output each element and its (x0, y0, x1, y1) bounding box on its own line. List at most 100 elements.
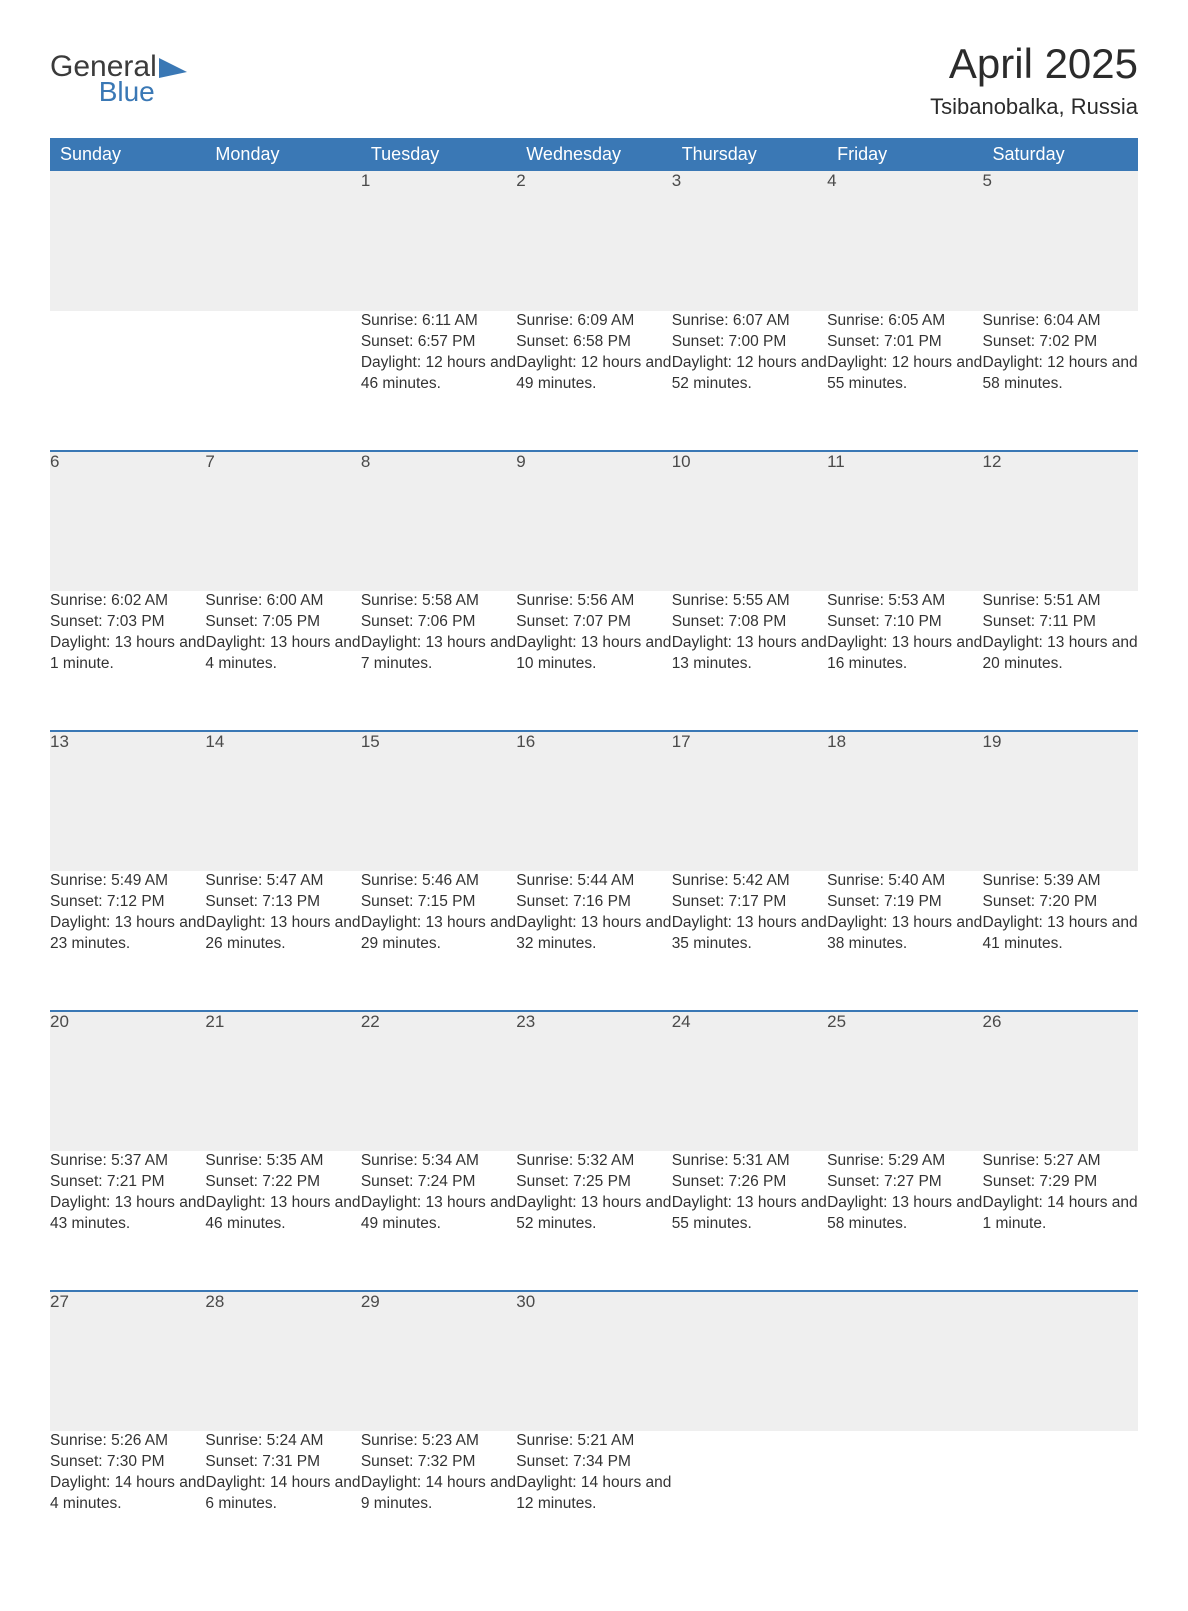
sunset-line: Sunset: 7:34 PM (516, 1452, 671, 1473)
day-number-cell: 24 (672, 1011, 827, 1151)
month-title: April 2025 (930, 40, 1138, 88)
sunset-line: Sunset: 7:27 PM (827, 1172, 982, 1193)
day-number-cell (205, 171, 360, 311)
day-detail-cell: Sunrise: 5:53 AMSunset: 7:10 PMDaylight:… (827, 591, 982, 731)
day-detail-cell: Sunrise: 5:24 AMSunset: 7:31 PMDaylight:… (205, 1431, 360, 1571)
day-number-cell: 18 (827, 731, 982, 871)
sunrise-line: Sunrise: 5:58 AM (361, 591, 516, 612)
day-number-cell: 3 (672, 171, 827, 311)
day-detail-cell: Sunrise: 5:51 AMSunset: 7:11 PMDaylight:… (983, 591, 1138, 731)
sunset-line: Sunset: 7:10 PM (827, 612, 982, 633)
sunrise-line: Sunrise: 5:46 AM (361, 871, 516, 892)
day-header: Tuesday (361, 138, 516, 171)
daylight-line: Daylight: 12 hours and 52 minutes. (672, 353, 827, 395)
calendar-table: Sunday Monday Tuesday Wednesday Thursday… (50, 138, 1138, 1571)
sunrise-line: Sunrise: 5:47 AM (205, 871, 360, 892)
sunrise-line: Sunrise: 5:51 AM (983, 591, 1138, 612)
day-detail-cell: Sunrise: 5:37 AMSunset: 7:21 PMDaylight:… (50, 1151, 205, 1291)
sunset-line: Sunset: 7:19 PM (827, 892, 982, 913)
sunrise-line: Sunrise: 5:23 AM (361, 1431, 516, 1452)
day-detail-cell: Sunrise: 5:55 AMSunset: 7:08 PMDaylight:… (672, 591, 827, 731)
day-header: Saturday (983, 138, 1138, 171)
daylight-line: Daylight: 13 hours and 32 minutes. (516, 913, 671, 955)
sunset-line: Sunset: 7:21 PM (50, 1172, 205, 1193)
day-detail-cell: Sunrise: 5:56 AMSunset: 7:07 PMDaylight:… (516, 591, 671, 731)
day-number-cell: 26 (983, 1011, 1138, 1151)
sunrise-line: Sunrise: 6:05 AM (827, 311, 982, 332)
day-header: Friday (827, 138, 982, 171)
sunrise-line: Sunrise: 5:56 AM (516, 591, 671, 612)
daylight-line: Daylight: 13 hours and 23 minutes. (50, 913, 205, 955)
day-number-cell: 12 (983, 451, 1138, 591)
day-detail-cell (50, 311, 205, 451)
daylight-line: Daylight: 13 hours and 49 minutes. (361, 1193, 516, 1235)
day-number-cell (50, 171, 205, 311)
daylight-line: Daylight: 13 hours and 46 minutes. (205, 1193, 360, 1235)
day-detail-cell (983, 1431, 1138, 1571)
day-number-cell: 20 (50, 1011, 205, 1151)
sunset-line: Sunset: 7:03 PM (50, 612, 205, 633)
daylight-line: Daylight: 13 hours and 58 minutes. (827, 1193, 982, 1235)
day-detail-cell: Sunrise: 5:58 AMSunset: 7:06 PMDaylight:… (361, 591, 516, 731)
daylight-line: Daylight: 13 hours and 7 minutes. (361, 633, 516, 675)
daylight-line: Daylight: 13 hours and 43 minutes. (50, 1193, 205, 1235)
day-detail-cell: Sunrise: 5:32 AMSunset: 7:25 PMDaylight:… (516, 1151, 671, 1291)
sunrise-line: Sunrise: 5:26 AM (50, 1431, 205, 1452)
daylight-line: Daylight: 13 hours and 26 minutes. (205, 913, 360, 955)
day-detail-cell: Sunrise: 5:31 AMSunset: 7:26 PMDaylight:… (672, 1151, 827, 1291)
day-number-cell: 7 (205, 451, 360, 591)
sunset-line: Sunset: 7:25 PM (516, 1172, 671, 1193)
sunrise-line: Sunrise: 5:44 AM (516, 871, 671, 892)
day-number-cell: 14 (205, 731, 360, 871)
sunset-line: Sunset: 7:31 PM (205, 1452, 360, 1473)
sunrise-line: Sunrise: 6:00 AM (205, 591, 360, 612)
day-number-cell: 22 (361, 1011, 516, 1151)
sunrise-line: Sunrise: 5:39 AM (983, 871, 1138, 892)
sunrise-line: Sunrise: 5:42 AM (672, 871, 827, 892)
day-detail-cell (672, 1431, 827, 1571)
day-detail-cell: Sunrise: 5:21 AMSunset: 7:34 PMDaylight:… (516, 1431, 671, 1571)
sunrise-line: Sunrise: 6:11 AM (361, 311, 516, 332)
day-detail-cell: Sunrise: 5:34 AMSunset: 7:24 PMDaylight:… (361, 1151, 516, 1291)
sunrise-line: Sunrise: 5:29 AM (827, 1151, 982, 1172)
sunrise-line: Sunrise: 5:32 AM (516, 1151, 671, 1172)
sunset-line: Sunset: 7:20 PM (983, 892, 1138, 913)
daylight-line: Daylight: 13 hours and 4 minutes. (205, 633, 360, 675)
daylight-line: Daylight: 14 hours and 12 minutes. (516, 1473, 671, 1515)
day-detail-cell: Sunrise: 5:27 AMSunset: 7:29 PMDaylight:… (983, 1151, 1138, 1291)
day-detail-cell: Sunrise: 6:00 AMSunset: 7:05 PMDaylight:… (205, 591, 360, 731)
day-number-cell: 28 (205, 1291, 360, 1431)
title-block: April 2025 Tsibanobalka, Russia (930, 40, 1138, 120)
day-number-cell: 29 (361, 1291, 516, 1431)
daylight-line: Daylight: 13 hours and 35 minutes. (672, 913, 827, 955)
daylight-line: Daylight: 14 hours and 6 minutes. (205, 1473, 360, 1515)
day-number-cell: 30 (516, 1291, 671, 1431)
sunset-line: Sunset: 7:05 PM (205, 612, 360, 633)
daylight-line: Daylight: 12 hours and 49 minutes. (516, 353, 671, 395)
day-number-cell (827, 1291, 982, 1431)
daylight-line: Daylight: 13 hours and 55 minutes. (672, 1193, 827, 1235)
day-detail-cell: Sunrise: 5:47 AMSunset: 7:13 PMDaylight:… (205, 871, 360, 1011)
sunset-line: Sunset: 6:57 PM (361, 332, 516, 353)
sunset-line: Sunset: 7:32 PM (361, 1452, 516, 1473)
daylight-line: Daylight: 12 hours and 46 minutes. (361, 353, 516, 395)
day-number-cell (672, 1291, 827, 1431)
daylight-line: Daylight: 13 hours and 13 minutes. (672, 633, 827, 675)
sunrise-line: Sunrise: 5:34 AM (361, 1151, 516, 1172)
sunrise-line: Sunrise: 5:55 AM (672, 591, 827, 612)
day-detail-cell (827, 1431, 982, 1571)
sunset-line: Sunset: 7:08 PM (672, 612, 827, 633)
sunrise-line: Sunrise: 6:04 AM (983, 311, 1138, 332)
day-number-cell: 8 (361, 451, 516, 591)
sunset-line: Sunset: 7:16 PM (516, 892, 671, 913)
daylight-line: Daylight: 13 hours and 10 minutes. (516, 633, 671, 675)
daylight-line: Daylight: 14 hours and 9 minutes. (361, 1473, 516, 1515)
day-header: Wednesday (516, 138, 671, 171)
day-detail-cell (205, 311, 360, 451)
day-number-cell: 11 (827, 451, 982, 591)
day-detail-cell: Sunrise: 6:09 AMSunset: 6:58 PMDaylight:… (516, 311, 671, 451)
day-header: Thursday (672, 138, 827, 171)
day-detail-cell: Sunrise: 5:49 AMSunset: 7:12 PMDaylight:… (50, 871, 205, 1011)
week-detail-row: Sunrise: 5:37 AMSunset: 7:21 PMDaylight:… (50, 1151, 1138, 1291)
day-detail-cell: Sunrise: 5:39 AMSunset: 7:20 PMDaylight:… (983, 871, 1138, 1011)
